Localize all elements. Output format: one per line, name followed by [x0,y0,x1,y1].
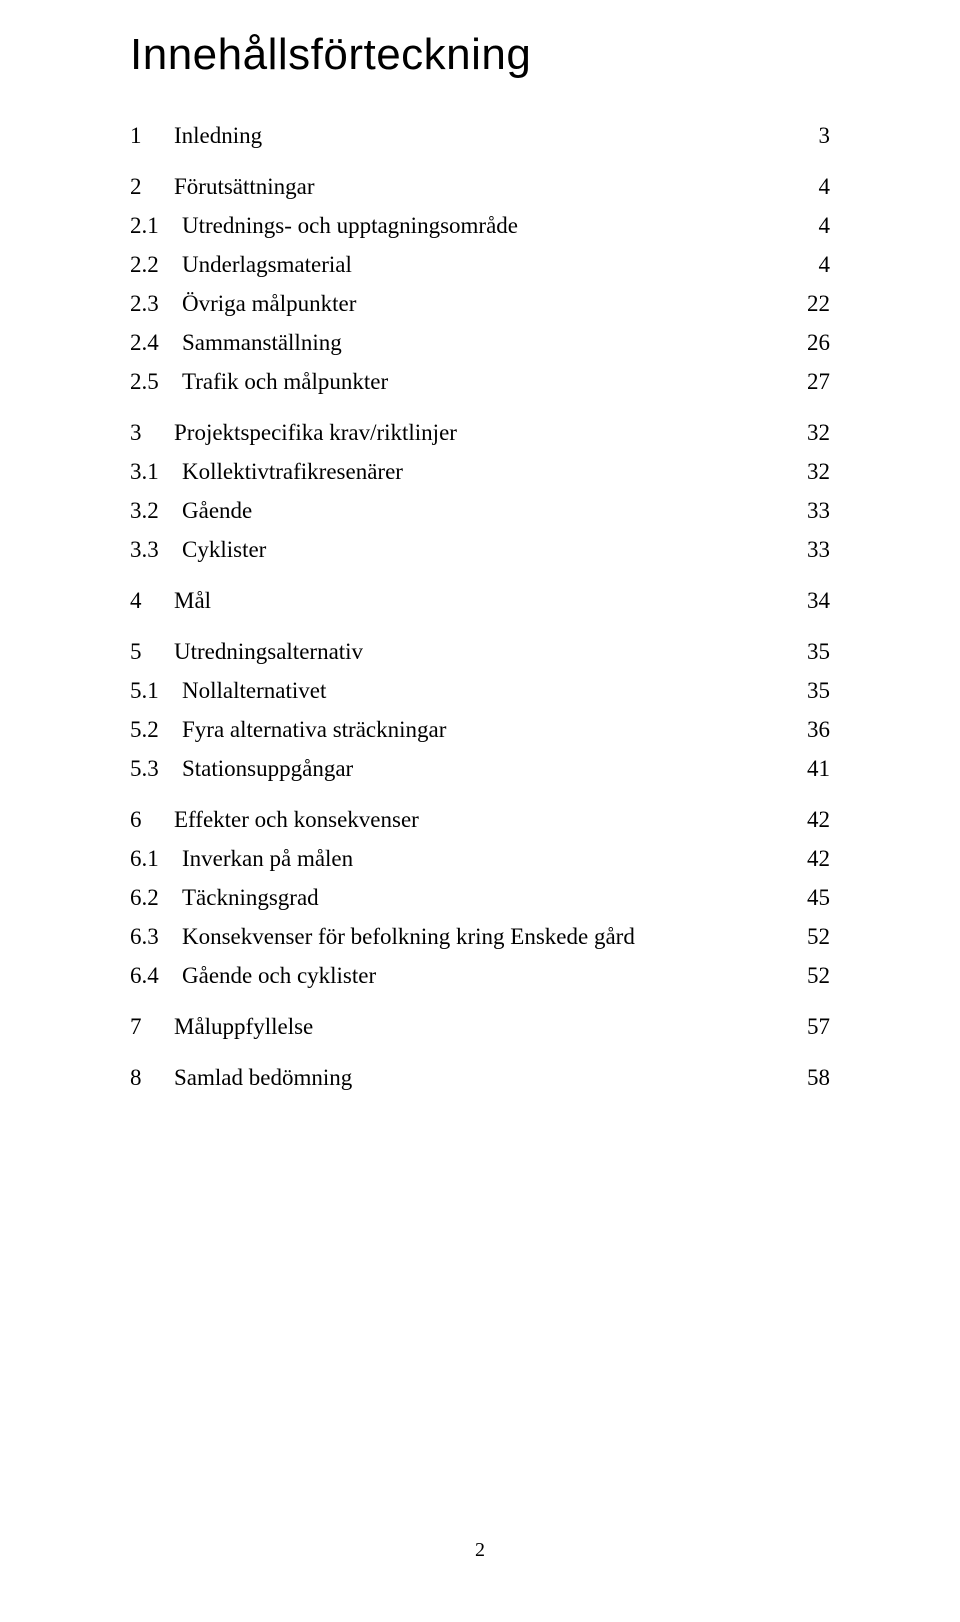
toc-entry-number: 2.1 [130,214,182,237]
toc-entry-label: Stationsuppgångar [182,757,790,780]
toc-entry-page: 52 [790,925,830,948]
page-title: Innehållsförteckning [130,30,830,80]
toc-entry-page: 26 [790,331,830,354]
toc-entry-page: 57 [790,1015,830,1038]
toc-row: 5.3Stationsuppgångar41 [130,757,830,780]
toc-entry-number: 1 [130,124,174,147]
toc-entry-label: Konsekvenser för befolkning kring Ensked… [182,925,790,948]
toc-row: 5Utredningsalternativ35 [130,640,830,663]
toc-entry-page: 42 [790,847,830,870]
toc-row: 5.2Fyra alternativa sträckningar36 [130,718,830,741]
toc-row: 6.1Inverkan på målen42 [130,847,830,870]
toc-entry-number: 2.3 [130,292,182,315]
toc-entry-label: Kollektivtrafikresenärer [182,460,790,483]
toc-entry-page: 4 [790,175,830,198]
toc-entry-number: 2.2 [130,253,182,276]
toc-entry-number: 3 [130,421,174,444]
toc-row: 2.4Sammanställning26 [130,331,830,354]
toc-row: 6.2Täckningsgrad45 [130,886,830,909]
toc-entry-number: 3.2 [130,499,182,522]
table-of-contents: 1Inledning32Förutsättningar42.1Utredning… [130,124,830,1089]
toc-entry-label: Gående [182,499,790,522]
toc-entry-number: 6.4 [130,964,182,987]
toc-entry-label: Mål [174,589,790,612]
toc-entry-page: 58 [790,1066,830,1089]
toc-entry-number: 6.3 [130,925,182,948]
toc-entry-number: 4 [130,589,174,612]
toc-entry-page: 32 [790,421,830,444]
toc-row: 2.5Trafik och målpunkter27 [130,370,830,393]
toc-entry-number: 5.2 [130,718,182,741]
toc-entry-page: 42 [790,808,830,831]
toc-entry-label: Sammanställning [182,331,790,354]
toc-row: 4Mål34 [130,589,830,612]
toc-entry-number: 3.3 [130,538,182,561]
toc-entry-page: 33 [790,538,830,561]
toc-entry-page: 4 [790,253,830,276]
toc-entry-label: Samlad bedömning [174,1066,790,1089]
toc-row: 3.1Kollektivtrafikresenärer32 [130,460,830,483]
toc-row: 3Projektspecifika krav/riktlinjer32 [130,421,830,444]
toc-row: 8Samlad bedömning58 [130,1066,830,1089]
toc-row: 2Förutsättningar4 [130,175,830,198]
toc-entry-page: 3 [790,124,830,147]
toc-entry-number: 2.4 [130,331,182,354]
toc-entry-number: 5 [130,640,174,663]
toc-entry-label: Projektspecifika krav/riktlinjer [174,421,790,444]
toc-row: 5.1Nollalternativet35 [130,679,830,702]
toc-entry-number: 6.2 [130,886,182,909]
toc-entry-label: Täckningsgrad [182,886,790,909]
page-number: 2 [0,1539,960,1562]
toc-row: 1Inledning3 [130,124,830,147]
toc-row: 2.1Utrednings- och upptagningsområde4 [130,214,830,237]
toc-entry-number: 8 [130,1066,174,1089]
toc-entry-page: 35 [790,679,830,702]
toc-entry-number: 5.1 [130,679,182,702]
toc-entry-label: Trafik och målpunkter [182,370,790,393]
toc-entry-number: 7 [130,1015,174,1038]
toc-entry-label: Inledning [174,124,790,147]
toc-entry-number: 2 [130,175,174,198]
toc-entry-page: 41 [790,757,830,780]
toc-entry-number: 6 [130,808,174,831]
toc-entry-page: 27 [790,370,830,393]
toc-entry-page: 22 [790,292,830,315]
toc-entry-label: Fyra alternativa sträckningar [182,718,790,741]
toc-entry-label: Underlagsmaterial [182,253,790,276]
toc-entry-label: Utrednings- och upptagningsområde [182,214,790,237]
toc-entry-number: 3.1 [130,460,182,483]
toc-entry-page: 33 [790,499,830,522]
toc-row: 6.4Gående och cyklister52 [130,964,830,987]
toc-row: 2.2Underlagsmaterial4 [130,253,830,276]
toc-entry-page: 32 [790,460,830,483]
toc-row: 6.3Konsekvenser för befolkning kring Ens… [130,925,830,948]
toc-entry-page: 52 [790,964,830,987]
toc-entry-page: 34 [790,589,830,612]
toc-row: 2.3Övriga målpunkter22 [130,292,830,315]
toc-entry-label: Utredningsalternativ [174,640,790,663]
toc-row: 3.2Gående33 [130,499,830,522]
toc-entry-page: 35 [790,640,830,663]
toc-entry-label: Gående och cyklister [182,964,790,987]
toc-entry-label: Inverkan på målen [182,847,790,870]
toc-entry-page: 36 [790,718,830,741]
toc-entry-label: Cyklister [182,538,790,561]
toc-entry-page: 45 [790,886,830,909]
toc-entry-label: Förutsättningar [174,175,790,198]
toc-row: 6Effekter och konsekvenser42 [130,808,830,831]
toc-entry-label: Måluppfyllelse [174,1015,790,1038]
toc-entry-number: 5.3 [130,757,182,780]
toc-row: 3.3Cyklister33 [130,538,830,561]
toc-entry-label: Nollalternativet [182,679,790,702]
toc-entry-number: 2.5 [130,370,182,393]
toc-row: 7Måluppfyllelse57 [130,1015,830,1038]
toc-entry-label: Övriga målpunkter [182,292,790,315]
document-page: Innehållsförteckning 1Inledning32Förutsä… [0,0,960,1622]
toc-entry-page: 4 [790,214,830,237]
toc-entry-label: Effekter och konsekvenser [174,808,790,831]
toc-entry-number: 6.1 [130,847,182,870]
